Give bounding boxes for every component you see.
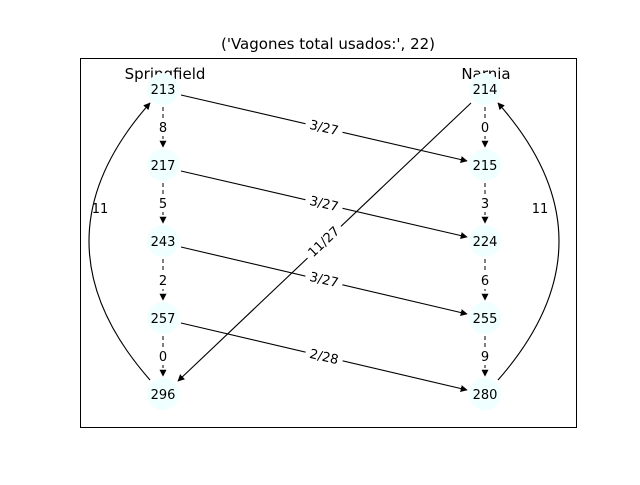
node-circle-213: [147, 73, 179, 105]
node-circle-215: [469, 149, 501, 181]
node-circle-224: [469, 225, 501, 257]
node-label-213: 213: [151, 83, 176, 98]
edge-label-214-215: 0: [481, 121, 489, 136]
edge-label-224-255: 6: [481, 274, 489, 289]
edge-label-217-243: 5: [159, 197, 167, 212]
vertical-edge-labels: 8 5 2 0 0 3 6 9: [155, 118, 493, 365]
edge-label-217-224: 3/27: [308, 194, 340, 215]
edge-label-296-213: 11: [92, 202, 109, 217]
edge-label-255-280: 9: [481, 350, 489, 365]
node-label-224: 224: [473, 235, 498, 250]
node-circle-296: [147, 378, 179, 410]
node-labels: 213 217 243 257 296 214 215 224 255 280: [151, 83, 498, 403]
edge-280-214: [497, 102, 560, 381]
node-circle-217: [147, 149, 179, 181]
edge-label-257-296: 0: [159, 350, 167, 365]
node-circle-214: [469, 73, 501, 105]
node-label-214: 214: [473, 83, 498, 98]
node-label-296: 296: [151, 388, 176, 403]
cross-edge-labels: 3/27 3/27 3/27 2/28 11/27: [300, 113, 347, 370]
node-circle-280: [469, 378, 501, 410]
plot-frame: [80, 58, 577, 428]
return-edges: [88, 102, 560, 381]
node-circle-257: [147, 302, 179, 334]
node-circle-255: [469, 302, 501, 334]
return-edge-labels: 11 11: [92, 202, 549, 217]
diagram-title: ('Vagones total usados:', 22): [221, 35, 435, 53]
edge-label-243-255: 3/27: [308, 270, 340, 291]
node-label-255: 255: [473, 312, 498, 327]
edge-296-213: [88, 102, 151, 381]
edge-label-215-224: 3: [481, 197, 489, 212]
node-label-215: 215: [473, 159, 498, 174]
edge-label-280-214: 11: [532, 202, 549, 217]
node-label-280: 280: [473, 388, 498, 403]
node-circle-243: [147, 225, 179, 257]
node-circles: [147, 73, 501, 410]
edge-label-257-280: 2/28: [308, 347, 340, 368]
edge-label-213-217: 8: [159, 121, 167, 136]
edge-label-213-215: 3/27: [308, 118, 340, 139]
edge-label-243-257: 2: [159, 274, 167, 289]
node-label-217: 217: [151, 159, 176, 174]
node-label-243: 243: [151, 235, 176, 250]
node-label-257: 257: [151, 312, 176, 327]
